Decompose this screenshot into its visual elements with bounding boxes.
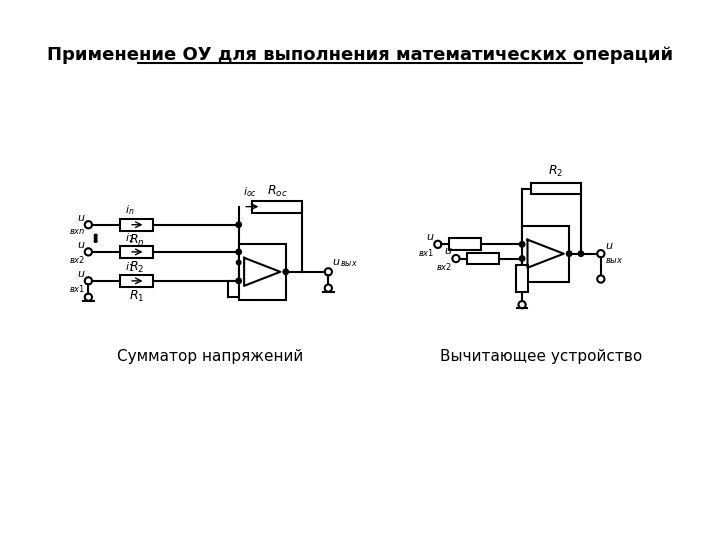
Text: $i_2$: $i_2$ bbox=[125, 231, 134, 245]
Bar bbox=[467, 253, 500, 265]
Text: $i_{ос}$: $i_{ос}$ bbox=[243, 186, 257, 199]
Circle shape bbox=[283, 269, 289, 274]
Bar bbox=[120, 275, 153, 287]
Text: $i_n$: $i_n$ bbox=[125, 204, 134, 218]
Text: $вх2$: $вх2$ bbox=[436, 261, 452, 272]
Text: $u$: $u$ bbox=[606, 241, 614, 251]
Circle shape bbox=[519, 256, 525, 261]
Text: $R_n$: $R_n$ bbox=[129, 232, 144, 247]
Bar bbox=[120, 219, 153, 231]
Text: Применение ОУ для выполнения математических операций: Применение ОУ для выполнения математичес… bbox=[47, 45, 673, 64]
Text: $R_{ос}$: $R_{ос}$ bbox=[267, 184, 287, 199]
Circle shape bbox=[567, 251, 572, 256]
Bar bbox=[516, 265, 528, 292]
Circle shape bbox=[236, 260, 241, 265]
Text: $u_{\,вых}$: $u_{\,вых}$ bbox=[332, 257, 358, 269]
Text: $вхn$: $вхn$ bbox=[69, 227, 86, 235]
Bar bbox=[522, 226, 569, 282]
Text: $вх2$: $вх2$ bbox=[69, 254, 86, 265]
Text: $u$: $u$ bbox=[77, 240, 86, 250]
Circle shape bbox=[236, 249, 241, 254]
Text: $вх1$: $вх1$ bbox=[418, 247, 434, 258]
Text: $i_1$: $i_1$ bbox=[125, 260, 134, 274]
Bar bbox=[531, 183, 581, 194]
Text: $u$: $u$ bbox=[77, 269, 86, 279]
Text: $u$: $u$ bbox=[77, 213, 86, 223]
Circle shape bbox=[578, 251, 584, 256]
Bar bbox=[238, 244, 286, 300]
Text: Вычитающее устройство: Вычитающее устройство bbox=[440, 348, 642, 363]
Circle shape bbox=[236, 278, 241, 284]
Text: Сумматор напряжений: Сумматор напряжений bbox=[117, 348, 304, 363]
Circle shape bbox=[94, 237, 97, 240]
Circle shape bbox=[520, 242, 524, 247]
Circle shape bbox=[94, 240, 97, 242]
Circle shape bbox=[94, 234, 97, 237]
Text: $u$: $u$ bbox=[426, 232, 434, 241]
Text: $вых$: $вых$ bbox=[606, 256, 624, 266]
Text: $u$: $u$ bbox=[444, 246, 452, 256]
Bar bbox=[449, 239, 482, 250]
Bar bbox=[252, 201, 302, 213]
Text: $вх1$: $вх1$ bbox=[69, 282, 86, 294]
Bar bbox=[120, 246, 153, 258]
Text: $R_2$: $R_2$ bbox=[549, 164, 564, 179]
Text: $R_1$: $R_1$ bbox=[129, 288, 144, 303]
Circle shape bbox=[519, 241, 525, 247]
Text: $R_2$: $R_2$ bbox=[129, 260, 144, 275]
Circle shape bbox=[236, 222, 241, 227]
